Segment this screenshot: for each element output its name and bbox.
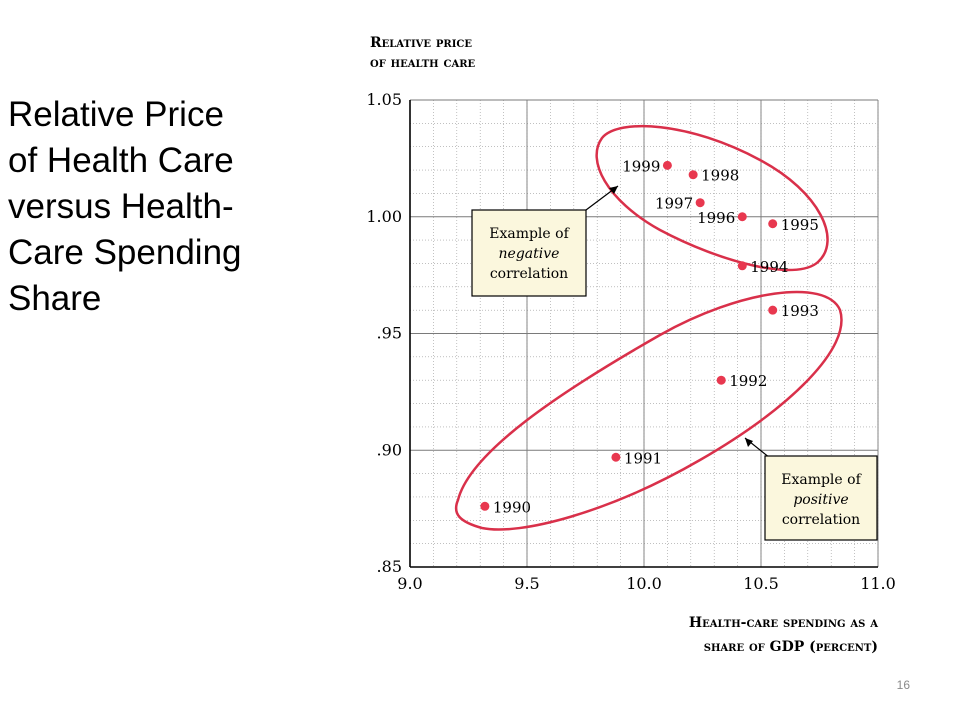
- data-point-1991: [611, 452, 621, 462]
- point-label-1992: 1992: [729, 372, 767, 390]
- x-tick-label: 10.0: [626, 574, 662, 593]
- annotation-text: correlation: [490, 266, 568, 282]
- annotation-text: negative: [499, 246, 560, 262]
- point-label-1990: 1990: [493, 498, 531, 516]
- data-point-1993: [768, 305, 778, 315]
- correlation-ellipses: [454, 124, 843, 531]
- annotation-text: positive: [793, 492, 848, 508]
- y-axis-label: Relative price: [370, 35, 472, 51]
- annotation-text: Example of: [781, 472, 862, 488]
- positive-correlation-ellipse: [454, 290, 843, 531]
- x-tick-label: 10.5: [743, 574, 779, 593]
- positive-leader-arrowhead: [745, 438, 753, 447]
- y-tick-label: 1.00: [366, 207, 402, 226]
- data-point-1998: [688, 170, 698, 180]
- negative-correlation-note: Example of negative correlation: [471, 209, 587, 297]
- negative-correlation-ellipse: [595, 124, 829, 272]
- slide-title-line: Care Spending: [8, 233, 242, 272]
- data-point-1996: [737, 212, 747, 222]
- y-axis-label: of health care: [370, 55, 476, 71]
- negative-leader-arrowhead: [609, 186, 618, 194]
- slide-title: Relative Price of Health Care versus Hea…: [8, 92, 338, 322]
- x-tick-label: 9.5: [514, 574, 539, 593]
- y-tick-label: 1.05: [366, 90, 402, 109]
- positive-correlation-note: Example of positive correlation: [764, 455, 878, 541]
- point-label-1991: 1991: [624, 449, 662, 467]
- slide-title-line: Share: [8, 279, 102, 318]
- y-tick-label: .90: [377, 440, 402, 459]
- grid: [409, 99, 879, 568]
- x-axis-label: Health-care spending as a: [689, 615, 878, 631]
- annotation-box: [471, 209, 587, 297]
- point-label-1995: 1995: [781, 216, 819, 234]
- data-point-1995: [768, 219, 778, 229]
- point-label-1998: 1998: [701, 167, 739, 185]
- point-label-1999: 1999: [622, 157, 660, 175]
- y-tick-label: .85: [377, 557, 402, 576]
- slide-title-line: of Health Care: [8, 141, 234, 180]
- data-point-1992: [716, 375, 726, 385]
- data-point-1997: [695, 198, 705, 208]
- data-point-1994: [737, 261, 747, 271]
- annotation-text: Example of: [489, 226, 570, 242]
- slide-title-line: Relative Price: [8, 95, 224, 134]
- x-tick-label: 11.0: [860, 574, 896, 593]
- slide-title-line: versus Health-: [8, 187, 234, 226]
- data-point-1999: [662, 160, 672, 170]
- x-axis-label: share of GDP (percent): [704, 639, 878, 655]
- x-tick-label: 9.0: [397, 574, 422, 593]
- point-label-1994: 1994: [750, 258, 788, 276]
- annotation-box: [764, 455, 878, 541]
- page-number: 16: [896, 678, 910, 692]
- y-tick-label: .95: [377, 324, 402, 343]
- data-point-1990: [480, 501, 490, 511]
- annotation-text: correlation: [782, 512, 860, 528]
- point-label-1993: 1993: [781, 302, 819, 320]
- point-label-1996: 1996: [697, 209, 735, 227]
- axis-ticks: .85 .90 .95 1.00 1.05 9.0 9.5 10.0 10.5 11.0: [366, 90, 895, 593]
- point-label-1997: 1997: [655, 195, 693, 213]
